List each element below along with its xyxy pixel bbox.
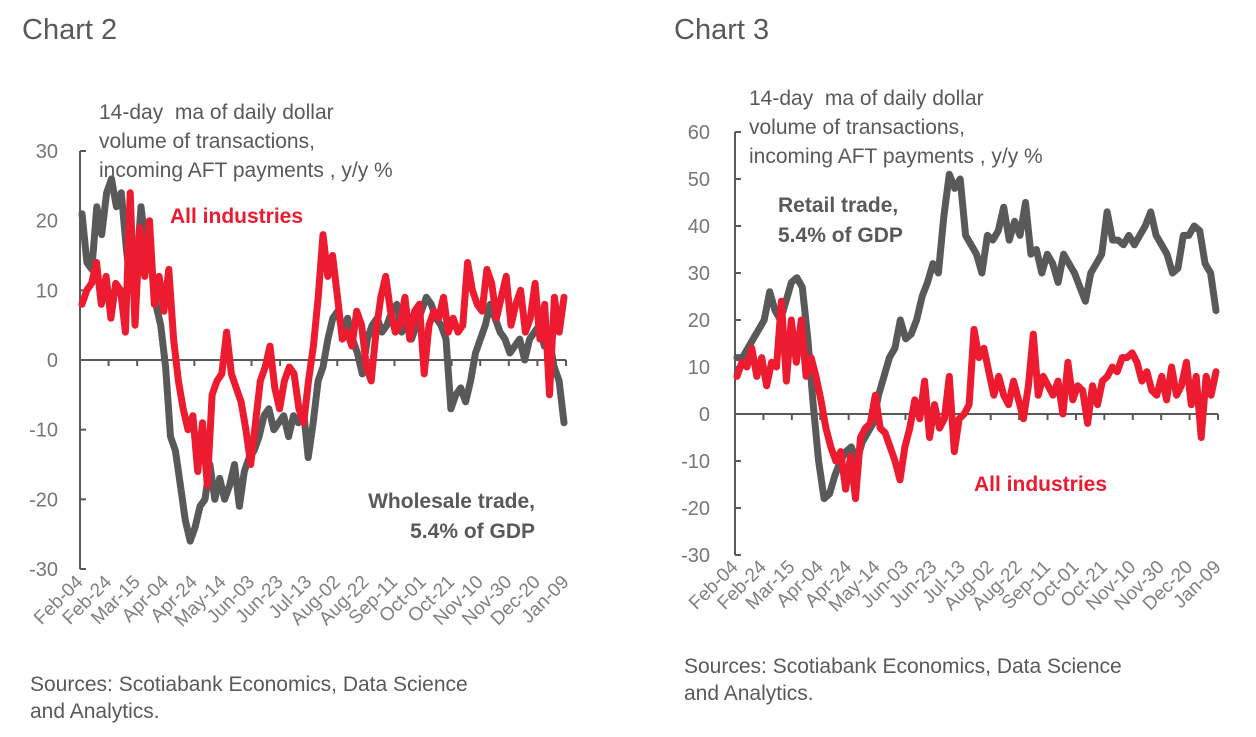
series-annotation: All industries <box>974 473 1107 496</box>
y-tick-label: 30 <box>688 263 710 285</box>
y-tick-label: 0 <box>47 350 58 372</box>
y-tick-label: 0 <box>699 404 710 426</box>
series-annotation: Retail trade, <box>778 194 898 217</box>
chart2-source-note: Sources: Scotiabank Economics, Data Scie… <box>30 673 468 723</box>
series-line-all-industries <box>733 297 1220 503</box>
chart2-plot: 3020100-10-20-30Feb-04Feb-24Mar-15Apr-04… <box>29 141 573 631</box>
y-tick-label: -10 <box>681 451 710 473</box>
series-annotation: All industries <box>170 205 303 228</box>
y-tick-label: 30 <box>36 141 58 163</box>
chart3-y-unit-label: 14-day ma of daily dollar volume of tran… <box>749 87 1043 168</box>
y-tick-label: 10 <box>36 280 58 302</box>
y-tick-label: 50 <box>688 169 710 191</box>
y-tick-label: 10 <box>688 357 710 379</box>
y-tick-label: 40 <box>688 216 710 238</box>
series-annotation: Wholesale trade, <box>368 490 535 513</box>
series-annotation: 5.4% of GDP <box>778 224 903 247</box>
y-tick-label: -30 <box>681 545 710 567</box>
series-line-all-industries <box>78 189 568 489</box>
y-tick-label: -10 <box>29 420 58 442</box>
chart2-y-unit-label: 14-day ma of daily dollar volume of tran… <box>99 101 393 182</box>
chart2-title: Chart 2 <box>22 14 118 46</box>
chart3-title: Chart 3 <box>674 14 770 46</box>
series-annotation: 5.4% of GDP <box>410 520 535 543</box>
y-tick-label: 60 <box>688 122 710 144</box>
chart3-source-note: Sources: Scotiabank Economics, Data Scie… <box>684 655 1122 705</box>
y-tick-label: 20 <box>688 310 710 332</box>
y-tick-label: -20 <box>681 498 710 520</box>
y-tick-label: -20 <box>29 489 58 511</box>
series-line-retail-trade <box>733 170 1220 503</box>
y-tick-label: 20 <box>36 211 58 233</box>
series-line-wholesale-trade <box>78 175 568 545</box>
y-tick-label: -30 <box>29 559 58 581</box>
